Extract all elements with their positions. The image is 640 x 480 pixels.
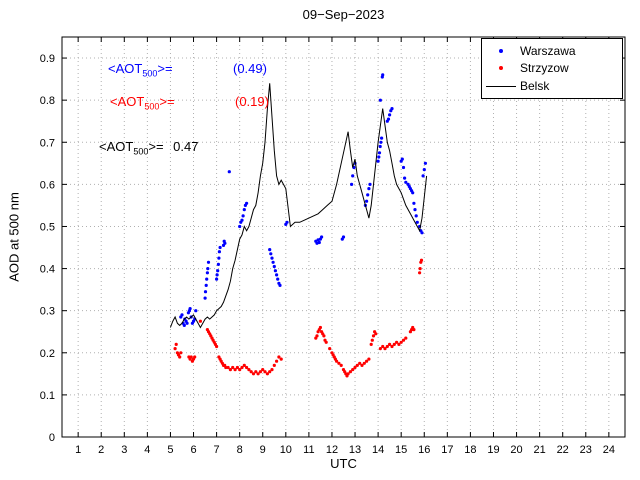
strzyzow-dot-icon — [482, 66, 520, 71]
annotation-belsk-value: 0.47 — [173, 139, 199, 154]
svg-text:3: 3 — [121, 444, 127, 456]
annotation-warszawa-value: (0.49) — [233, 61, 267, 76]
svg-text:7: 7 — [214, 444, 220, 456]
svg-text:12: 12 — [326, 444, 338, 456]
svg-text:0.4: 0.4 — [40, 264, 55, 276]
legend-item-strzyzow: Strzyzow — [482, 60, 622, 76]
svg-text:4: 4 — [144, 444, 150, 456]
svg-text:22: 22 — [557, 444, 569, 456]
chart-title: 09−Sep−2023 — [302, 7, 385, 22]
svg-text:13: 13 — [349, 444, 361, 456]
y-axis-label: AOD at 500 nm — [6, 192, 22, 282]
annotation-strzyzow-text: <AOT500>= — [110, 94, 175, 112]
svg-text:23: 23 — [580, 444, 592, 456]
svg-text:0.8: 0.8 — [40, 95, 55, 107]
legend: Warszawa Strzyzow Belsk — [481, 38, 623, 99]
x-axis-label: UTC — [330, 456, 357, 471]
svg-text:0.1: 0.1 — [40, 390, 55, 402]
svg-text:15: 15 — [395, 444, 407, 456]
svg-text:17: 17 — [441, 444, 453, 456]
legend-item-warszawa: Warszawa — [482, 43, 622, 59]
annotation-warszawa-text: <AOT500>= — [108, 61, 173, 79]
svg-text:11: 11 — [303, 444, 314, 456]
legend-label-warszawa: Warszawa — [520, 43, 576, 58]
annotation-belsk-mean: <AOT500>= 0.47 — [99, 139, 199, 157]
svg-text:0.3: 0.3 — [40, 306, 55, 318]
belsk-line-icon — [482, 85, 520, 87]
legend-item-belsk: Belsk — [482, 78, 622, 94]
svg-text:20: 20 — [510, 444, 522, 456]
svg-text:8: 8 — [237, 444, 243, 456]
svg-text:0.9: 0.9 — [40, 53, 55, 65]
svg-text:19: 19 — [487, 444, 499, 456]
svg-text:9: 9 — [260, 444, 266, 456]
svg-text:0.2: 0.2 — [40, 348, 55, 360]
svg-text:0: 0 — [49, 432, 55, 444]
warszawa-dot-icon — [482, 48, 520, 53]
svg-text:10: 10 — [280, 444, 292, 456]
svg-text:16: 16 — [418, 444, 430, 456]
svg-text:14: 14 — [372, 444, 384, 456]
svg-text:0.5: 0.5 — [40, 221, 55, 233]
svg-text:24: 24 — [603, 444, 615, 456]
svg-text:21: 21 — [534, 444, 546, 456]
annotation-strzyzow-mean: <AOT500>= (0.19) — [110, 94, 269, 112]
svg-text:1: 1 — [75, 444, 81, 456]
svg-text:18: 18 — [464, 444, 476, 456]
svg-text:0.7: 0.7 — [40, 137, 55, 149]
legend-label-strzyzow: Strzyzow — [520, 61, 569, 76]
svg-text:6: 6 — [190, 444, 196, 456]
annotation-strzyzow-value: (0.19) — [235, 94, 269, 109]
svg-text:2: 2 — [98, 444, 104, 456]
svg-text:5: 5 — [167, 444, 173, 456]
annotation-warszawa-mean: <AOT500>= (0.49) — [108, 61, 267, 79]
annotation-belsk-text: <AOT500>= — [99, 139, 168, 157]
legend-label-belsk: Belsk — [520, 79, 550, 94]
svg-text:0.6: 0.6 — [40, 179, 55, 191]
